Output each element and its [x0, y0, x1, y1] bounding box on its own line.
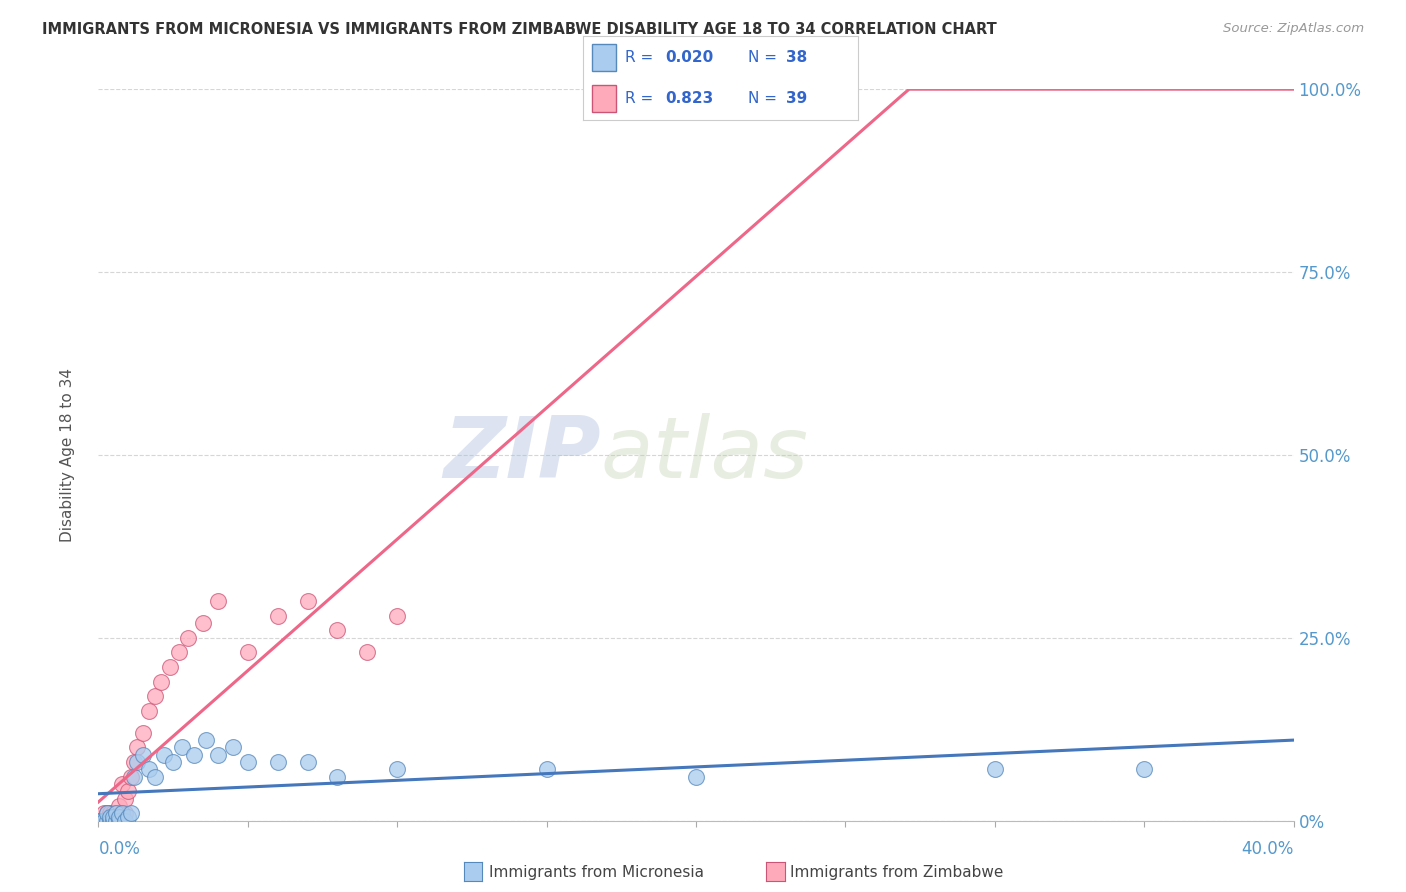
Text: Source: ZipAtlas.com: Source: ZipAtlas.com [1223, 22, 1364, 36]
Point [297, 755, 319, 769]
Text: ZIP: ZIP [443, 413, 600, 497]
Point [96, 814, 118, 828]
Text: Immigrants from Zimbabwe: Immigrants from Zimbabwe [790, 865, 1004, 880]
Text: Immigrants from Micronesia: Immigrants from Micronesia [489, 865, 704, 880]
Text: 40.0%: 40.0% [1241, 839, 1294, 857]
Point [117, 784, 139, 798]
Text: 0.823: 0.823 [666, 91, 714, 106]
Point [236, 755, 259, 769]
Point [159, 660, 181, 674]
Point [93, 806, 115, 821]
Text: 0.020: 0.020 [666, 50, 714, 65]
Point [127, 755, 149, 769]
Point [114, 791, 136, 805]
Point [127, 740, 149, 755]
Point [172, 740, 194, 755]
Point [132, 726, 155, 740]
Point [195, 733, 218, 747]
Point [111, 806, 134, 821]
Text: IMMIGRANTS FROM MICRONESIA VS IMMIGRANTS FROM ZIMBABWE DISABILITY AGE 18 TO 34 C: IMMIGRANTS FROM MICRONESIA VS IMMIGRANTS… [42, 22, 997, 37]
Point [132, 747, 155, 762]
Text: N =: N = [748, 91, 782, 106]
Point [326, 770, 349, 784]
Point [222, 740, 245, 755]
Point [143, 770, 166, 784]
Text: atlas: atlas [600, 413, 808, 497]
Text: R =: R = [624, 50, 658, 65]
Point [191, 616, 214, 631]
Point [162, 755, 184, 769]
Point [103, 814, 125, 828]
FancyBboxPatch shape [592, 45, 616, 71]
Point [138, 704, 160, 718]
Point [385, 763, 409, 777]
Point [685, 770, 707, 784]
Point [96, 814, 118, 828]
Point [105, 806, 128, 821]
Point [167, 645, 190, 659]
Point [98, 810, 122, 824]
Point [108, 799, 131, 814]
Text: N =: N = [748, 50, 782, 65]
Point [326, 624, 349, 638]
Point [105, 814, 128, 828]
Point [536, 763, 558, 777]
Point [103, 810, 125, 824]
Point [111, 806, 134, 821]
Text: R =: R = [624, 91, 658, 106]
Point [98, 814, 122, 828]
Point [143, 690, 166, 704]
Point [93, 814, 115, 828]
Point [87, 814, 110, 828]
Point [117, 810, 139, 824]
Point [207, 747, 229, 762]
Point [90, 814, 112, 828]
Point [96, 806, 118, 821]
Point [103, 814, 125, 828]
Point [98, 806, 122, 821]
Point [267, 755, 290, 769]
Point [267, 608, 290, 623]
Point [207, 594, 229, 608]
Point [108, 814, 131, 828]
Point [183, 747, 205, 762]
Point [105, 806, 128, 821]
Point [120, 806, 142, 821]
Point [103, 806, 125, 821]
Point [90, 814, 112, 828]
Point [124, 770, 146, 784]
Point [93, 814, 115, 828]
Text: 0.0%: 0.0% [98, 839, 141, 857]
Point [1133, 763, 1156, 777]
Point [150, 674, 173, 689]
Point [108, 814, 131, 828]
Point [124, 755, 146, 769]
Point [96, 806, 118, 821]
Point [984, 763, 1007, 777]
Point [177, 631, 200, 645]
Point [105, 814, 128, 828]
Point [90, 814, 112, 828]
Text: 38: 38 [786, 50, 807, 65]
Point [114, 806, 136, 821]
FancyBboxPatch shape [592, 85, 616, 112]
Point [385, 608, 409, 623]
Point [138, 763, 160, 777]
Point [111, 777, 134, 791]
Text: 39: 39 [786, 91, 807, 106]
Point [114, 814, 136, 828]
Point [297, 594, 319, 608]
Point [87, 814, 110, 828]
Point [108, 810, 131, 824]
Point [236, 645, 259, 659]
Point [120, 770, 142, 784]
Y-axis label: Disability Age 18 to 34: Disability Age 18 to 34 [60, 368, 75, 542]
Point [153, 747, 176, 762]
Point [98, 814, 122, 828]
Point [356, 645, 378, 659]
Point [87, 814, 110, 828]
